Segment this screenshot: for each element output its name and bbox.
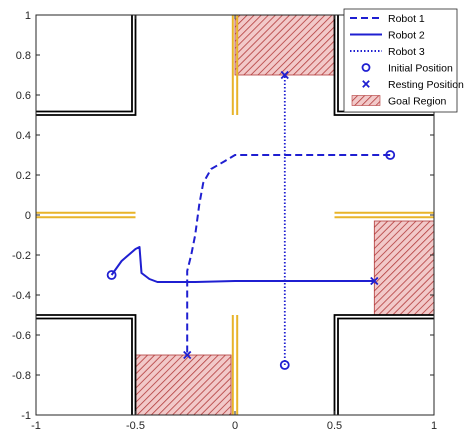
goal-regions xyxy=(135,15,434,415)
y-tick-label: 0.6 xyxy=(16,90,31,102)
initial-position-marker-1 xyxy=(385,150,396,160)
y-tick-label: 0.2 xyxy=(16,170,31,182)
x-tick-label: 0 xyxy=(232,420,238,432)
wall-4-line-1 xyxy=(333,314,434,415)
wall-1-line-1 xyxy=(36,15,137,116)
goal-region-2 xyxy=(135,354,232,415)
wall-3-line-2 xyxy=(36,317,133,415)
wall-2-line-1 xyxy=(333,15,434,116)
y-tick-label: 1 xyxy=(25,10,31,22)
y-tick-label: -0.8 xyxy=(12,370,31,382)
walls xyxy=(36,15,434,415)
legend: Robot 1 Robot 2 Robot 3 Initial Position Res… xyxy=(343,8,464,113)
y-tick-label: 0.4 xyxy=(16,130,31,142)
wall-1-line-2 xyxy=(36,15,133,113)
legend-label: Robot 2 xyxy=(388,29,425,41)
legend-label: Initial Position xyxy=(388,62,453,74)
x-tick-label: 1 xyxy=(431,420,437,432)
y-tick-label: -0.4 xyxy=(12,290,31,302)
legend-label: Goal Region xyxy=(388,95,447,107)
robot-1-path xyxy=(186,154,391,355)
y-tick-label: 0 xyxy=(25,210,31,222)
y-tick-label: 0.8 xyxy=(16,50,31,62)
initial-position-marker-2 xyxy=(106,270,117,280)
legend-label: Robot 1 xyxy=(388,13,425,25)
wall-3-line-1 xyxy=(36,314,137,415)
y-tick-label: -1 xyxy=(21,410,31,422)
legend-box xyxy=(343,8,458,113)
robot-2-path xyxy=(110,246,375,283)
goal-region-3 xyxy=(373,220,434,316)
robot-paths xyxy=(110,75,391,365)
x-tick-label: -0.5 xyxy=(126,420,145,432)
resting-position-marker-2 xyxy=(370,276,379,286)
doors xyxy=(36,15,434,415)
legend-label: Robot 3 xyxy=(388,46,425,58)
x-tick-label: 0.5 xyxy=(327,420,342,432)
initial-position-marker-3 xyxy=(279,360,290,370)
resting-position-marker-1 xyxy=(183,350,192,360)
y-tick-label: -0.6 xyxy=(12,330,31,342)
axis-ticks: -1 -0.5 0 0.5 1 -1 -0.8 -0.6 -0.4 -0.2 0 0.2 0.4 0.6 0… xyxy=(12,10,437,432)
legend-label: Resting Position xyxy=(388,79,464,91)
wall-4-line-2 xyxy=(337,317,434,415)
y-tick-label: -0.2 xyxy=(12,250,31,262)
x-tick-label: -1 xyxy=(31,420,41,432)
position-markers xyxy=(106,70,396,370)
legend-symbol-x xyxy=(362,80,370,88)
legend-symbol-circle xyxy=(361,63,371,72)
resting-position-marker-3 xyxy=(280,70,289,80)
goal-region-1 xyxy=(234,15,335,76)
legend-symbol-hatch xyxy=(351,95,381,106)
